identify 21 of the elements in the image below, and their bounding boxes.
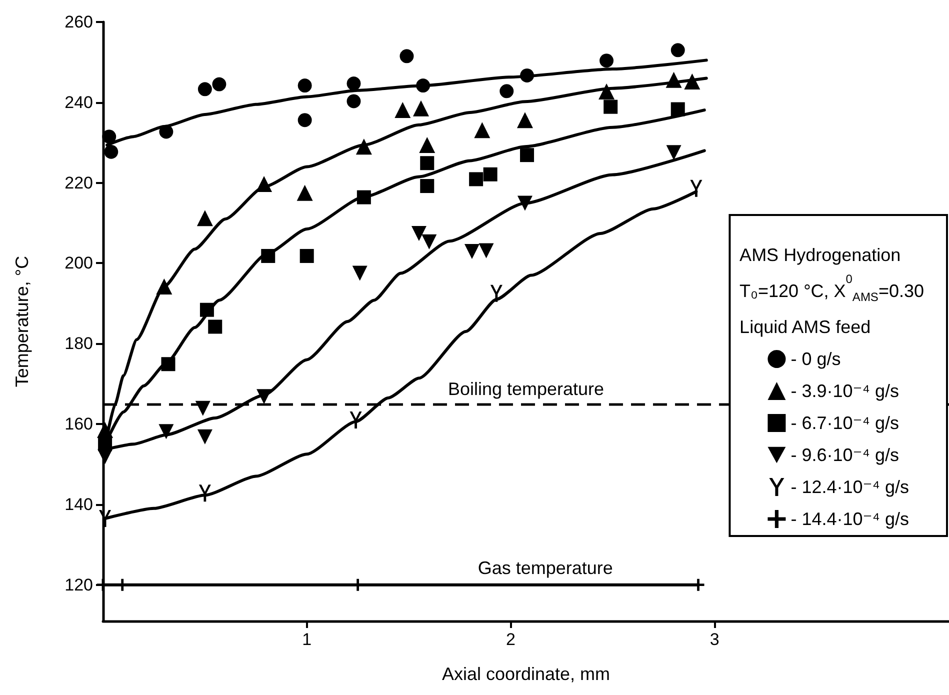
y-tick-label: 140 <box>64 494 93 514</box>
legend-label: - 3.9·10⁻⁴ g/s <box>790 381 899 401</box>
x-axis-title: Axial coordinate, mm <box>442 664 610 684</box>
y-tick-label: 120 <box>64 575 93 594</box>
legend-label: - 14.4·10⁻⁴ g/s <box>790 509 910 529</box>
x-tick-label: 1 <box>302 630 312 649</box>
legend-label: - 0 g/s <box>790 349 841 369</box>
y-tick-label: 240 <box>64 92 93 112</box>
y-tick-label: 180 <box>64 334 93 354</box>
legend-label: - 12.4·10⁻⁴ g/s <box>790 477 910 497</box>
y-axis-title: Temperature, °C <box>12 256 32 388</box>
annotation: Gas temperature <box>478 558 613 578</box>
x-tick-label: 2 <box>506 630 516 649</box>
y-tick-label: 160 <box>64 414 93 434</box>
legend-label: - 9.6·10⁻⁴ g/s <box>790 445 899 465</box>
y-tick-label: 260 <box>64 12 93 32</box>
y-tick-label: 200 <box>64 254 93 273</box>
legend-label: - 6.7·10⁻⁴ g/s <box>790 413 899 433</box>
ref-line-label: Boiling temperature <box>448 378 604 399</box>
x-tick-label: 3 <box>710 630 720 649</box>
y-tick-label: 220 <box>64 173 93 192</box>
